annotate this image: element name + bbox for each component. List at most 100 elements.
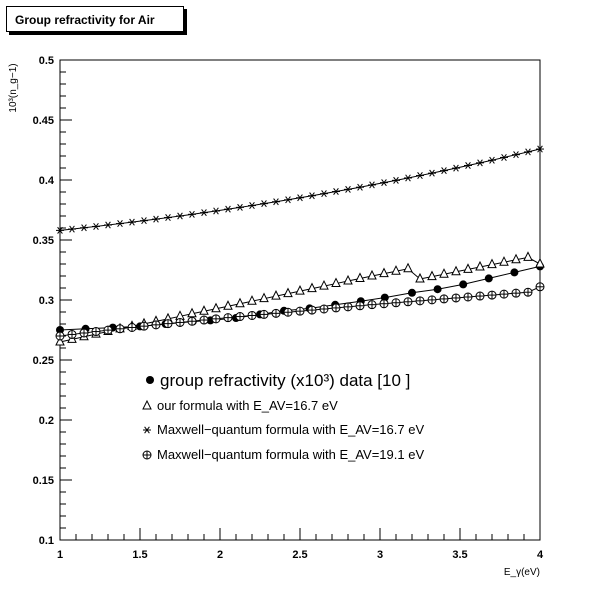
data-point: [115, 324, 125, 334]
marker-stroke: [525, 148, 531, 156]
data-point: [440, 167, 448, 175]
marker-triangle: [295, 285, 305, 295]
data-point: [463, 263, 473, 273]
y-tick-label: 0.5: [39, 55, 54, 67]
data-point: [512, 151, 520, 159]
data-point: [319, 279, 329, 290]
marker-dot: [408, 288, 416, 297]
data-point: [271, 290, 281, 300]
data-point: [523, 251, 533, 261]
y-tick-label: 0.2: [39, 415, 54, 427]
marker-triangle: [523, 251, 533, 261]
y-tick-label: 0.25: [33, 355, 54, 367]
marker-triangle: [235, 297, 245, 308]
data-point: [500, 153, 508, 161]
data-point: [484, 274, 493, 283]
legend-marker: [142, 399, 152, 410]
marker-stroke: [465, 161, 471, 169]
data-point: [459, 280, 468, 289]
marker-stroke: [141, 217, 147, 225]
x-tick-label: 3: [377, 549, 383, 561]
x-tick-label: 3.5: [452, 549, 467, 561]
data-point: [344, 185, 352, 193]
data-point: [175, 317, 185, 327]
marker-triangle: [439, 268, 449, 278]
marker-dot: [433, 285, 442, 294]
marker-stroke: [285, 196, 291, 204]
marker-stroke: [69, 225, 75, 233]
data-point: [439, 294, 449, 304]
marker-triangle: [355, 272, 365, 283]
data-point: [463, 292, 473, 302]
series-line: [59, 148, 541, 231]
data-point: [392, 176, 400, 184]
marker-stroke: [177, 212, 183, 220]
marker-triangle: [343, 274, 353, 285]
marker-triangle: [211, 302, 221, 313]
marker-triangle: [55, 335, 65, 346]
marker-stroke: [537, 145, 543, 153]
marker-triangle: [463, 263, 473, 273]
y-tick-label: 0.4: [39, 175, 55, 187]
data-point: [403, 262, 413, 273]
marker-triangle: [319, 279, 329, 290]
x-tick-label: 4: [537, 549, 544, 561]
data-point: [416, 172, 424, 180]
data-point: [92, 222, 100, 230]
legend-marker: [143, 426, 151, 434]
marker-dot: [484, 274, 493, 283]
data-point: [451, 265, 461, 276]
data-point: [439, 268, 449, 278]
data-point: [427, 295, 437, 305]
marker-triangle: [535, 257, 545, 268]
data-point: [475, 291, 485, 301]
data-point: [188, 210, 196, 218]
data-point: [433, 285, 442, 294]
data-point: [140, 217, 148, 225]
data-point: [235, 312, 245, 322]
data-point: [224, 205, 232, 213]
data-point: [319, 304, 329, 314]
marker-dot: [459, 280, 468, 289]
y-tick-label: 0.45: [33, 115, 54, 127]
data-point: [187, 316, 197, 326]
data-point: [67, 329, 77, 339]
marker-triangle: [499, 256, 509, 266]
marker-stroke: [321, 190, 327, 198]
marker-triangle: [142, 399, 152, 410]
y-axis-label: 10³(n_g−1): [8, 63, 19, 112]
x-tick-label: 2: [217, 549, 223, 561]
data-point: [535, 282, 545, 292]
data-point: [223, 313, 233, 323]
data-point: [487, 258, 497, 269]
x-tick-label: 1: [57, 549, 63, 561]
data-point: [283, 307, 293, 317]
marker-stroke: [501, 153, 507, 161]
data-point: [536, 145, 544, 153]
data-point: [343, 274, 353, 285]
data-point: [488, 156, 496, 164]
marker-stroke: [57, 226, 63, 234]
data-point: [535, 257, 545, 268]
data-point: [55, 335, 65, 346]
marker-stroke: [153, 215, 159, 223]
data-point: [367, 300, 377, 310]
marker-triangle: [391, 265, 401, 275]
data-point: [247, 310, 257, 320]
data-point: [367, 269, 377, 280]
data-point: [163, 319, 173, 329]
data-point: [260, 200, 268, 208]
data-point: [356, 183, 364, 191]
data-point: [295, 285, 305, 295]
marker-triangle: [451, 265, 461, 276]
marker-triangle: [415, 272, 425, 283]
data-point: [391, 298, 401, 308]
data-point: [380, 179, 388, 187]
data-point: [307, 282, 317, 293]
y-tick-label: 0.35: [33, 235, 54, 247]
data-point: [79, 328, 89, 338]
data-point: [272, 198, 280, 206]
marker-stroke: [489, 156, 495, 164]
data-point: [284, 196, 292, 204]
